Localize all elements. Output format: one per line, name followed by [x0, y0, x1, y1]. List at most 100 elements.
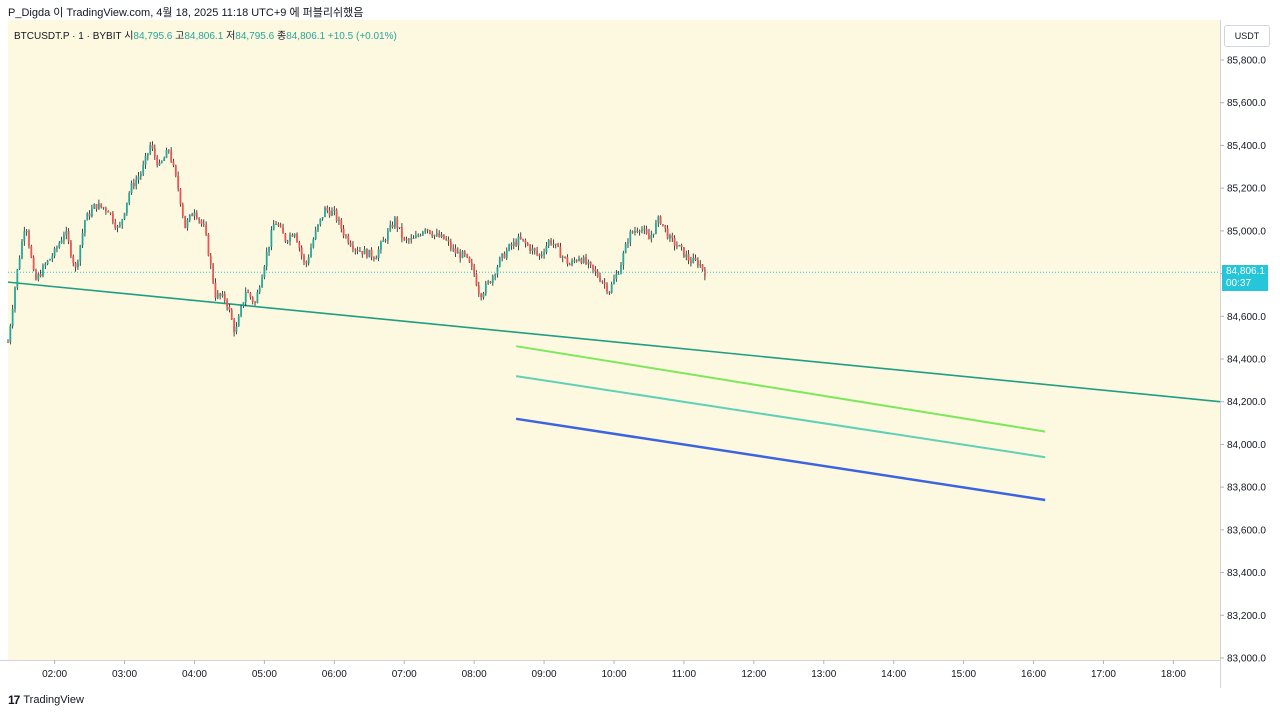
- candle-body: [144, 155, 147, 165]
- candle-body: [547, 240, 550, 246]
- candle-body: [214, 282, 217, 298]
- candle-body: [533, 248, 536, 251]
- candle-body: [335, 209, 338, 221]
- candle-body: [496, 266, 499, 275]
- trendline-green[interactable]: [515, 345, 1046, 433]
- candle-body: [338, 219, 340, 221]
- candle-body: [419, 235, 422, 237]
- time-tick-label: 12:00: [741, 669, 766, 680]
- price-chart-svg[interactable]: 83,000.0 83,200.0 83,400.0 83,600.0 83,800.0…: [0, 20, 1280, 688]
- candle-body: [699, 264, 702, 266]
- candle-body: [333, 209, 336, 211]
- candle-body: [405, 239, 408, 241]
- candle-body: [39, 274, 42, 277]
- candle-body: [610, 284, 613, 293]
- symbol-label[interactable]: BTCUSDT.P · 1 · BYBIT: [14, 31, 122, 42]
- candle-body: [296, 233, 298, 243]
- candle-body: [655, 222, 657, 234]
- candle-body: [676, 245, 678, 247]
- time-tick-label: 18:00: [1161, 669, 1186, 680]
- open-value: 84,795.6: [133, 31, 173, 42]
- candle-body: [412, 237, 415, 239]
- candle-body: [545, 245, 548, 253]
- plot-background[interactable]: [8, 20, 1220, 660]
- candle-body: [72, 256, 75, 264]
- candle-body: [261, 277, 263, 288]
- candle-body: [172, 161, 175, 166]
- candle-body: [449, 241, 452, 249]
- time-tick-label: 07:00: [392, 669, 417, 680]
- candle-body: [582, 257, 585, 263]
- tradingview-logo[interactable]: 17 TradingView: [8, 693, 84, 707]
- candle-body: [494, 274, 497, 276]
- candle-body: [401, 227, 403, 238]
- candle-body: [165, 150, 168, 159]
- candle-body: [470, 262, 473, 267]
- candle-body: [149, 144, 152, 154]
- candle-body: [414, 235, 417, 239]
- candle-body: [629, 231, 632, 243]
- price-tick-label: 85,400.0: [1227, 141, 1266, 152]
- candle-body: [100, 203, 103, 208]
- candle-body: [489, 281, 492, 283]
- candle-body: [617, 273, 620, 275]
- candle-body: [641, 229, 643, 231]
- candle-body: [589, 261, 592, 265]
- price-tick-label: 84,000.0: [1227, 440, 1266, 451]
- candle-body: [403, 237, 406, 240]
- candle-body: [77, 261, 79, 268]
- candle-body: [454, 248, 457, 254]
- candle-body: [151, 144, 154, 149]
- currency-unit-label: USDT: [1234, 31, 1260, 41]
- candle-body: [526, 243, 529, 246]
- currency-unit-button[interactable]: USDT: [1224, 25, 1270, 47]
- candle-body: [230, 309, 233, 320]
- candle-body: [438, 233, 441, 238]
- candle-body: [475, 273, 478, 286]
- candle-body: [622, 253, 625, 266]
- chart-area[interactable]: 83,000.0 83,200.0 83,400.0 83,600.0 83,800.0…: [0, 20, 1280, 688]
- candle-body: [58, 243, 61, 248]
- candle-body: [468, 257, 471, 263]
- candle-body: [487, 281, 490, 284]
- candle-body: [44, 264, 47, 266]
- candle-body: [300, 247, 303, 256]
- price-tick-label: 85,800.0: [1227, 56, 1266, 67]
- candle-body: [596, 271, 599, 277]
- candle-body: [109, 212, 112, 214]
- candle-body: [477, 285, 480, 294]
- trendline-teal[interactable]: [515, 375, 1046, 459]
- candle-body: [361, 250, 364, 255]
- time-axis[interactable]: 02:00 03:00 04:00 05:00 06:00 07:00 08:00 09:00…: [42, 660, 1186, 680]
- candle-body: [298, 242, 301, 248]
- candle-body: [282, 227, 284, 234]
- candle-body: [459, 251, 462, 259]
- price-axis[interactable]: 83,000.0 83,200.0 83,400.0 83,600.0 83,800.0…: [1220, 56, 1266, 665]
- candle-body: [701, 264, 704, 270]
- candle-body: [247, 291, 249, 293]
- candle-body: [398, 227, 401, 229]
- time-tick-label: 06:00: [322, 669, 347, 680]
- candle-body: [510, 244, 513, 246]
- candle-body: [18, 258, 21, 270]
- candle-body: [291, 234, 294, 237]
- trendline-blue[interactable]: [515, 417, 1046, 502]
- candle-body: [63, 235, 65, 241]
- candle-body: [645, 229, 648, 234]
- candle-body: [524, 240, 527, 244]
- candle-body: [697, 260, 699, 266]
- tradingview-logo-icon: 17: [8, 693, 20, 707]
- candle-body: [417, 235, 420, 237]
- candle-body: [694, 257, 697, 261]
- candle-body: [685, 254, 688, 258]
- candle-body: [216, 293, 219, 298]
- candle-body: [202, 223, 205, 226]
- candle-body: [65, 231, 68, 236]
- candle-body: [130, 182, 133, 193]
- candle-body: [424, 229, 427, 232]
- candle-body: [226, 300, 228, 307]
- trendline-main[interactable]: [7, 281, 1221, 403]
- candle-body: [275, 223, 277, 225]
- candle-body: [543, 252, 545, 255]
- candle-body: [620, 265, 622, 274]
